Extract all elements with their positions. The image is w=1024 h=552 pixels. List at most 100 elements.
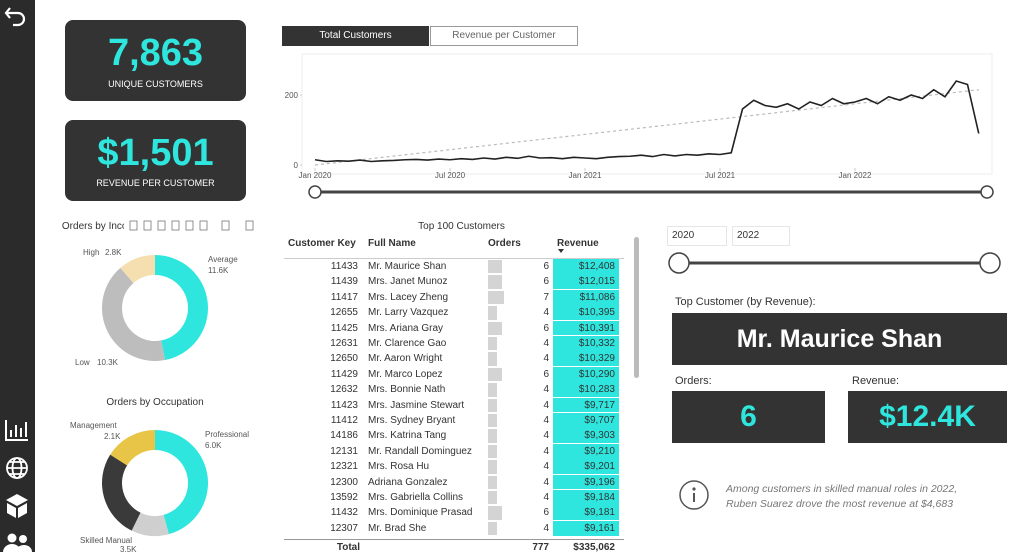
table-cell: Mrs. Jasmine Stewart [368, 399, 465, 411]
table-cell: $9,210 [584, 445, 615, 457]
y-tick-label: 0 [294, 161, 299, 170]
label: Orders: [675, 375, 712, 387]
table-cell: Mrs. Ariana Gray [368, 322, 444, 334]
table-cell: 11439 [330, 276, 358, 288]
table-cell: Mrs. Dominique Prasad [368, 507, 473, 519]
table-cell: 12650 [330, 353, 358, 365]
table-cell: $10,283 [578, 384, 615, 396]
insight: Among customers in skilled manual roles … [726, 483, 958, 510]
table-cell: $12,408 [578, 261, 615, 272]
column-header: Full Name [368, 238, 416, 249]
orders-bar [488, 491, 498, 505]
table-cell: $10,395 [578, 307, 615, 319]
kpi-card: $1,501 REVENUE PER CUSTOMER [65, 120, 246, 201]
tab[interactable]: Revenue per Customer [430, 26, 578, 46]
line [314, 80, 980, 163]
segment-name: Management [70, 421, 117, 430]
tab[interactable]: Total Customers [282, 26, 429, 46]
segment-name: Professional [205, 430, 249, 439]
globe-icon[interactable] [6, 457, 28, 479]
revenue-cell-bg [553, 428, 619, 444]
revenue-cell-bg [553, 289, 619, 305]
orders-bar [488, 306, 498, 320]
toolbar-icon[interactable] [245, 220, 254, 231]
toolbar-icon[interactable] [221, 220, 230, 231]
segment-name: Average [208, 255, 238, 264]
people-icon[interactable] [3, 533, 32, 552]
table-cell: 4 [543, 338, 549, 349]
orders-bar [488, 444, 498, 459]
orders-bar [488, 367, 502, 382]
toolbar-icon[interactable] [129, 220, 138, 231]
table-cell: 4 [543, 430, 549, 442]
orders-bar [488, 460, 498, 474]
slider-handle[interactable] [668, 252, 690, 274]
label: Revenue: [852, 375, 900, 387]
orders-bar [488, 429, 498, 443]
table-cell: 13592 [330, 492, 358, 503]
table-cell: 4 [543, 384, 549, 396]
box-icon[interactable] [6, 494, 28, 518]
year-slider[interactable] [665, 250, 1005, 276]
segment-name: Low [75, 358, 90, 367]
table-cell: 4 [543, 461, 549, 473]
back-icon[interactable] [4, 7, 26, 27]
total-divider [284, 539, 624, 541]
toolbar-icon[interactable] [143, 220, 152, 231]
kpi-value: $1,501 [97, 132, 214, 174]
table-cell: $9,303 [584, 430, 615, 442]
plot-border [301, 53, 993, 175]
table-cell: 4 [543, 399, 549, 411]
trend-line [314, 89, 979, 166]
revenue-cell-bg [553, 474, 619, 490]
x-tick-label: Jan 2022 [839, 171, 872, 180]
report-icon[interactable] [5, 420, 28, 441]
orders-bar [488, 337, 498, 351]
revenue-cell-bg [553, 520, 619, 536]
table-cell: 11433 [330, 261, 358, 272]
toolbar-icon[interactable] [157, 220, 166, 231]
table-cell: Adriana Gonzalez [368, 476, 448, 488]
revenue-cell-bg [553, 413, 619, 428]
table-cell: 4 [543, 476, 549, 488]
table-cell: Mr. Marco Lopez [368, 368, 443, 380]
orders-bar [488, 352, 498, 366]
kpi-label: UNIQUE CUSTOMERS [108, 79, 203, 89]
donut-segment [102, 454, 141, 531]
orders-value: 6 [672, 391, 825, 443]
donut-segment [102, 267, 166, 361]
toolbar-icon[interactable] [185, 220, 194, 231]
table-cell: 12631 [330, 338, 358, 349]
range-slider-handle[interactable] [980, 185, 994, 199]
table-cell: $9,707 [584, 415, 615, 426]
revenue-cell-bg [553, 336, 619, 351]
table-cell: 6 [543, 261, 549, 272]
toolbar-icon[interactable] [199, 220, 208, 231]
table-cell: $9,717 [584, 399, 615, 411]
segment-label: 11.6K [208, 266, 229, 275]
revenue-cell-bg [553, 382, 619, 398]
orders-bar [488, 475, 498, 489]
x-tick-label: Jul 2021 [705, 171, 736, 180]
table-cell: 12321 [330, 461, 358, 473]
slider-handle[interactable] [979, 252, 1001, 274]
orders-bar [488, 383, 498, 397]
kpi-card: 7,863 UNIQUE CUSTOMERS [65, 20, 246, 101]
revenue-cell-bg [553, 351, 619, 367]
year-input[interactable]: 2022 [732, 226, 790, 246]
y-tick-label: 200 [285, 91, 299, 100]
table-cell: $9,181 [584, 507, 615, 519]
range-slider-handle[interactable] [308, 185, 322, 199]
table-cell: 11423 [330, 399, 358, 411]
scrollbar[interactable] [634, 237, 639, 378]
table-cell: Mr. Larry Vazquez [368, 307, 449, 319]
table-cell: $9,184 [584, 492, 615, 503]
label: Top Customer (by Revenue): [675, 296, 816, 308]
sidebar-icons [3, 7, 32, 552]
toolbar-icon[interactable] [171, 220, 180, 231]
top-customer-name: Mr. Maurice Shan [672, 313, 1007, 365]
year-input[interactable]: 2020 [667, 226, 727, 246]
orders-bar [488, 260, 502, 274]
table-cell: Mrs. Bonnie Nath [368, 384, 446, 396]
table-cell: 12300 [330, 476, 358, 488]
